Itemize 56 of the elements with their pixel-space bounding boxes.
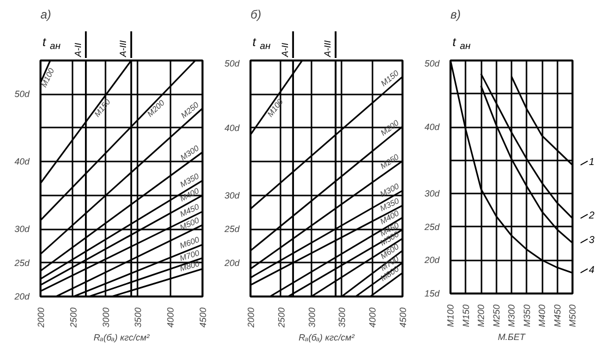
legend-label: 1: [588, 157, 594, 168]
y-tick-label: 20d: [223, 258, 240, 268]
y-tick-label: 40d: [224, 122, 240, 133]
x-axis-title: М.БЕТ: [498, 332, 527, 342]
y-tick-label: 25d: [423, 222, 440, 232]
x-tick-label: 2000: [36, 307, 46, 329]
legend-label: 2: [588, 210, 595, 222]
x-tick-label: 4500: [198, 307, 208, 328]
x-tick-label: М400: [537, 304, 547, 328]
x-tick-label: М450: [552, 304, 562, 328]
y-tick-label: 40d: [14, 156, 30, 167]
x-axis-title: Rₐ(бₐ) кгс/см²: [298, 332, 356, 343]
y-tick-label: 15d: [424, 288, 440, 298]
x-tick-label: 2500: [276, 307, 286, 329]
text: М300: [378, 181, 401, 199]
x-tick-label: М250: [491, 304, 502, 328]
chart-title: в): [450, 8, 461, 22]
x-tick-label: 3000: [306, 307, 317, 328]
text: М100: [39, 66, 56, 89]
x-tick-label: М300: [506, 304, 516, 328]
x-tick-label: 3000: [100, 307, 111, 328]
x-tick-label: М200: [476, 304, 486, 328]
text: М800: [178, 259, 202, 274]
text: М400: [178, 186, 201, 204]
y-tick-label: 20d: [13, 292, 30, 302]
ref-line-label: А-III: [322, 40, 333, 58]
x-tick-label: М500: [568, 304, 578, 328]
x-tick-label: 2500: [68, 307, 78, 329]
x-tick-label: М100: [446, 304, 456, 328]
x-tick-label: 3500: [133, 307, 144, 328]
x-tick-label: 4500: [398, 307, 408, 328]
text: М600: [178, 234, 202, 251]
y-tick-label: 50d: [424, 58, 440, 68]
legend-label: 3: [588, 234, 595, 246]
y-tick-label: 20d: [423, 255, 440, 266]
y-tick-label: 30d: [14, 224, 30, 234]
legend-label: 4: [588, 264, 595, 276]
x-tick-label: 2000: [246, 307, 256, 329]
y-tick-label: 30d: [424, 188, 440, 199]
ref-line-label: А-II: [280, 42, 290, 58]
chart-title: а): [40, 8, 52, 22]
y-tick-label: 50d: [224, 58, 240, 68]
x-tick-label: М350: [522, 304, 532, 328]
y-tick-label: 50d: [14, 89, 30, 100]
chart-title: б): [250, 8, 262, 22]
x-tick-label: 3500: [337, 307, 348, 328]
x-axis-title: Rₐ(бₐ) кгс/см²: [94, 332, 150, 343]
y-tick-label: 25d: [223, 224, 240, 234]
ref-line-label: А-III: [118, 40, 128, 58]
ref-line-label: А-II: [72, 42, 83, 58]
y-tick-label: 30d: [224, 190, 240, 200]
y-tick-label: 25d: [13, 258, 30, 268]
y-tick-label: 40d: [424, 122, 440, 132]
x-tick-label: 4000: [368, 307, 378, 328]
x-tick-label: М150: [460, 304, 471, 328]
x-tick-label: 4000: [166, 307, 176, 328]
